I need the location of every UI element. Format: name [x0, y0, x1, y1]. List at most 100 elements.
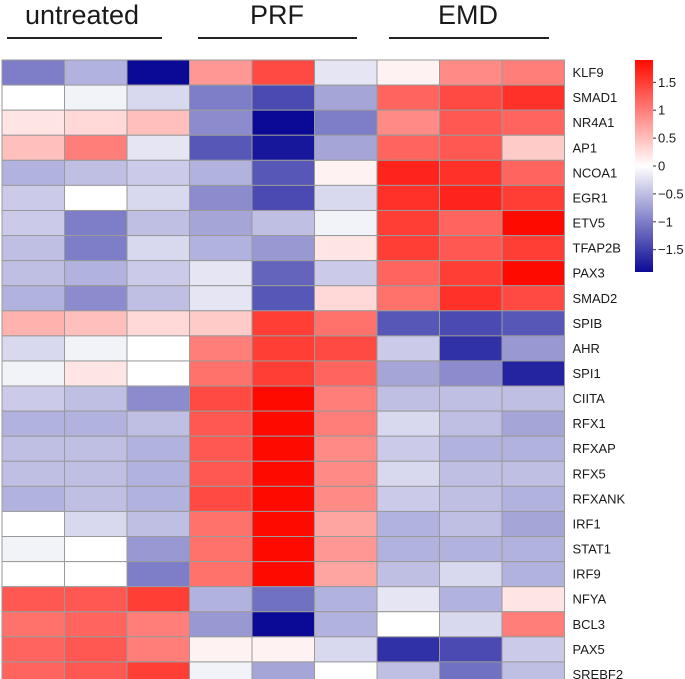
group-label-untreated: untreated: [25, 0, 139, 30]
heatmap-cell: [501, 335, 565, 362]
legend-tick-label: 1: [658, 103, 665, 118]
heatmap-cell: [501, 536, 565, 563]
heatmap-cell: [501, 260, 565, 287]
gene-label: PAX3: [573, 266, 605, 281]
heatmap-cell: [126, 360, 190, 387]
heatmap-cell: [189, 536, 253, 563]
heatmap-cell: [251, 485, 315, 512]
heatmap-cell: [64, 134, 128, 161]
heatmap-cell: [189, 435, 253, 462]
heatmap-cell: [376, 410, 440, 437]
heatmap-cell: [64, 561, 128, 588]
heatmap-cell: [376, 285, 440, 312]
heatmap-cell: [64, 59, 128, 86]
heatmap-cell: [1, 59, 65, 86]
heatmap-cell: [501, 360, 565, 387]
heatmap-cell: [501, 410, 565, 437]
legend-tick-label: −1: [658, 214, 673, 229]
gene-label: KLF9: [573, 65, 604, 80]
heatmap-cell: [376, 435, 440, 462]
heatmap-cell: [1, 510, 65, 538]
heatmap-cell: [501, 435, 565, 462]
heatmap-cell: [189, 410, 253, 437]
heatmap-cell: [1, 485, 65, 512]
heatmap-cell: [189, 636, 253, 663]
heatmap-cell: [376, 260, 440, 287]
gene-label: CIITA: [573, 391, 606, 406]
heatmap-cell: [126, 59, 190, 86]
heatmap-cell: [439, 485, 503, 512]
heatmap-cell: [439, 611, 503, 638]
heatmap-cell: [439, 59, 503, 86]
heatmap-cell: [64, 260, 128, 287]
heatmap-cell: [189, 385, 253, 412]
heatmap-cell: [1, 260, 65, 287]
heatmap-cell: [251, 335, 315, 362]
heatmap-cell: [314, 485, 378, 512]
heatmap-cell: [251, 260, 315, 287]
heatmap-cell: [64, 310, 128, 337]
legend-tick-label: 0.5: [658, 131, 676, 146]
heatmap-cell: [251, 209, 315, 237]
heatmap-cell: [439, 235, 503, 262]
gene-label: TFAP2B: [573, 241, 621, 256]
heatmap-cell: [126, 335, 190, 362]
heatmap-cell: [376, 360, 440, 387]
heatmap-cell: [126, 385, 190, 412]
heatmap-cell: [251, 661, 315, 679]
gene-label: RFX5: [573, 466, 606, 481]
heatmap-cell: [64, 435, 128, 462]
heatmap-cell: [64, 159, 128, 186]
heatmap-cell: [126, 460, 190, 487]
heatmap-cell: [376, 184, 440, 211]
heatmap-cell: [251, 385, 315, 412]
heatmap-cell: [251, 460, 315, 487]
heatmap-cell: [501, 661, 565, 679]
heatmap-cell: [251, 410, 315, 437]
heatmap-cell: [64, 661, 128, 679]
heatmap-cell: [1, 385, 65, 412]
heatmap-cell: [189, 561, 253, 588]
heatmap-cell: [251, 561, 315, 588]
heatmap-cell: [189, 485, 253, 512]
heatmap-cell: [439, 360, 503, 387]
gene-label: AHR: [573, 341, 600, 356]
heatmap-cell: [189, 335, 253, 362]
gene-label: IRF1: [573, 516, 601, 531]
gene-label: RFXAP: [573, 441, 616, 456]
heatmap-cell: [1, 460, 65, 487]
gene-label: EGR1: [573, 190, 608, 205]
heatmap-cell: [314, 435, 378, 462]
heatmap-cell: [314, 335, 378, 362]
heatmap-cell: [501, 109, 565, 136]
heatmap-cell: [376, 134, 440, 161]
column-group-labels: untreated PRF EMD: [25, 0, 498, 30]
heatmap-cell: [64, 360, 128, 387]
heatmap-cell: [126, 134, 190, 161]
heatmap-cell: [189, 134, 253, 161]
heatmap-cell: [1, 611, 65, 638]
heatmap-cell: [439, 134, 503, 161]
heatmap-cell: [439, 310, 503, 337]
heatmap-cell: [314, 84, 378, 111]
heatmap-cell: [64, 536, 128, 563]
gene-label: SMAD1: [573, 90, 618, 105]
heatmap-cell: [314, 536, 378, 563]
heatmap-cell: [251, 310, 315, 337]
gene-label: RFX1: [573, 416, 606, 431]
heatmap-cell: [314, 59, 378, 86]
gene-label: AP1: [573, 140, 598, 155]
heatmap-cell: [64, 285, 128, 312]
heatmap-cell: [1, 536, 65, 563]
heatmap-cell: [501, 586, 565, 613]
heatmap-cell: [314, 661, 378, 679]
heatmap-cell: [251, 435, 315, 462]
gene-label: IRF9: [573, 567, 601, 582]
heatmap-cell: [189, 184, 253, 211]
heatmap-cell: [1, 159, 65, 186]
heatmap-cell: [376, 235, 440, 262]
heatmap-cell: [189, 285, 253, 312]
heatmap-cell: [1, 84, 65, 111]
gene-label: PAX5: [573, 642, 605, 657]
heatmap-cell: [189, 611, 253, 638]
